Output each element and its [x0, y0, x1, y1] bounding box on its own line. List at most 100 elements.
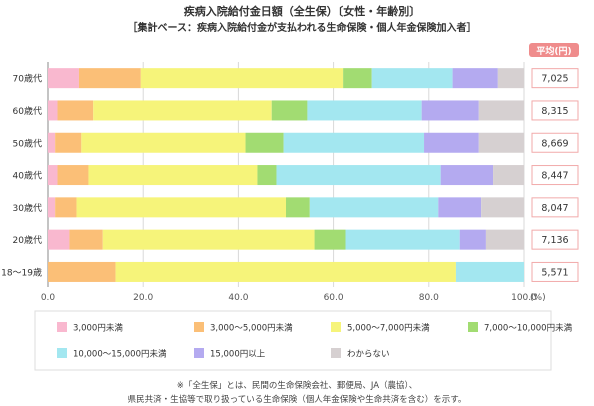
bar-segment	[48, 132, 56, 153]
x-axis-ticks: 0.0 20.0 40.0 60.0 80.0 100.0	[41, 293, 537, 303]
category-labels: 70歳代 60歳代 50歳代 40歳代 30歳代 20歳代 18～19歳	[1, 73, 42, 279]
bar-segment	[485, 229, 524, 250]
bar-segment	[48, 261, 116, 282]
x-tick-label: 20.0	[133, 293, 153, 303]
bar-segment	[276, 165, 441, 186]
bar-segment	[48, 68, 79, 89]
bar-segment	[69, 229, 103, 250]
bar-segment	[493, 165, 524, 186]
bar-segment	[55, 132, 82, 153]
x-tick-label: 0.0	[41, 293, 56, 303]
bars	[48, 68, 524, 282]
bar-segment	[48, 165, 58, 186]
bar-segment	[459, 229, 486, 250]
bar-segment	[257, 165, 277, 186]
legend-label: 15,000円以上	[210, 350, 266, 360]
average-values: 7,025 8,315 8,669 8,447 8,047 7,136 5,571	[531, 68, 579, 282]
legend-label: わからない	[347, 350, 390, 360]
bar-segment	[481, 197, 524, 218]
bar-segment	[497, 68, 524, 89]
average-value: 7,136	[541, 235, 568, 246]
legend-label: 7,000～10,000円未満	[484, 323, 573, 334]
category-label: 20歳代	[13, 234, 42, 246]
x-tick-label: 40.0	[228, 293, 248, 303]
bar-segment	[283, 132, 425, 153]
chart-subtitle: ［集計ベース：疾病入院給付金が支払われる生命保険・個人年金保険加入者］	[128, 21, 477, 34]
bar-segment	[115, 261, 456, 282]
bar-segment	[345, 229, 460, 250]
legend-label: 3,000～5,000円未満	[210, 323, 293, 334]
x-tick-label: 100.0	[511, 293, 537, 303]
bar-segment	[48, 229, 70, 250]
legend-swatch	[57, 322, 67, 332]
bar-segment	[371, 68, 453, 89]
bar-segment	[438, 197, 482, 218]
bar-segment	[48, 100, 58, 121]
bar-segment	[57, 100, 94, 121]
bar-segment	[102, 229, 315, 250]
bar-segment	[478, 132, 524, 153]
category-label: 18～19歳	[1, 266, 42, 278]
average-box	[531, 132, 579, 153]
legend: 3,000円未満 3,000～5,000円未満 5,000～7,000円未満 7,00…	[57, 322, 573, 360]
average-value: 8,669	[541, 138, 568, 149]
average-box	[531, 165, 579, 186]
legend-swatch	[331, 348, 341, 358]
average-box	[531, 100, 579, 121]
bar-segment	[309, 197, 439, 218]
bar-segment	[271, 100, 308, 121]
bar-segment	[343, 68, 372, 89]
bar-segment	[245, 132, 284, 153]
average-header-badge	[529, 43, 579, 57]
average-box	[531, 68, 579, 89]
bar-segment	[307, 100, 422, 121]
chart-title: 疾病入院給付金日額（全生保）〔女性・年齢別〕	[184, 4, 421, 18]
average-box	[531, 197, 579, 218]
legend-swatch	[468, 322, 478, 332]
bar-segment	[424, 132, 479, 153]
category-label: 60歳代	[13, 105, 42, 117]
legend-swatch	[57, 348, 67, 358]
bar-segment	[286, 197, 310, 218]
bar-segment	[78, 68, 141, 89]
average-value: 8,447	[541, 171, 568, 182]
bar-segment	[57, 165, 89, 186]
category-label: 70歳代	[13, 73, 42, 85]
legend-label: 3,000円未満	[73, 323, 123, 334]
legend-swatch	[194, 348, 204, 358]
bar-segment	[421, 100, 479, 121]
bar-segment	[88, 165, 258, 186]
legend-label: 10,000～15,000円未満	[73, 349, 167, 360]
bar-segment	[140, 68, 344, 89]
x-axis-unit: (%)	[530, 293, 546, 303]
average-header: 平均(円)	[536, 45, 571, 57]
category-label: 50歳代	[13, 137, 42, 149]
bar-segment	[48, 197, 56, 218]
bar-segment	[455, 261, 524, 282]
footnote-line-2: 県民共済・生協等で取り扱っている生命保険（個人年金保険や生命共済を含む）を示す。	[128, 394, 467, 405]
footnote-line-1: ※「全生保」とは、民間の生命保険会社、郵便局、JA（農協）、	[177, 380, 418, 391]
legend-swatch	[194, 322, 204, 332]
bar-segment	[93, 100, 272, 121]
average-box	[531, 261, 579, 282]
legend-label: 5,000～7,000円未満	[347, 323, 430, 334]
average-value: 5,571	[541, 267, 568, 278]
bar-segment	[314, 229, 346, 250]
average-value: 7,025	[541, 74, 568, 85]
legend-swatch	[331, 322, 341, 332]
legend-box	[34, 310, 552, 371]
bar-segment	[76, 197, 286, 218]
bar-segment	[440, 165, 494, 186]
bar-segment	[478, 100, 524, 121]
category-label: 40歳代	[13, 170, 42, 182]
average-value: 8,047	[541, 203, 568, 214]
average-value: 8,315	[541, 106, 568, 117]
bar-segment	[81, 132, 246, 153]
x-tick-label: 60.0	[324, 293, 344, 303]
category-label: 30歳代	[13, 202, 42, 214]
bar-segment	[452, 68, 498, 89]
average-box	[531, 229, 579, 250]
bar-segment	[55, 197, 77, 218]
x-tick-label: 80.0	[419, 293, 439, 303]
